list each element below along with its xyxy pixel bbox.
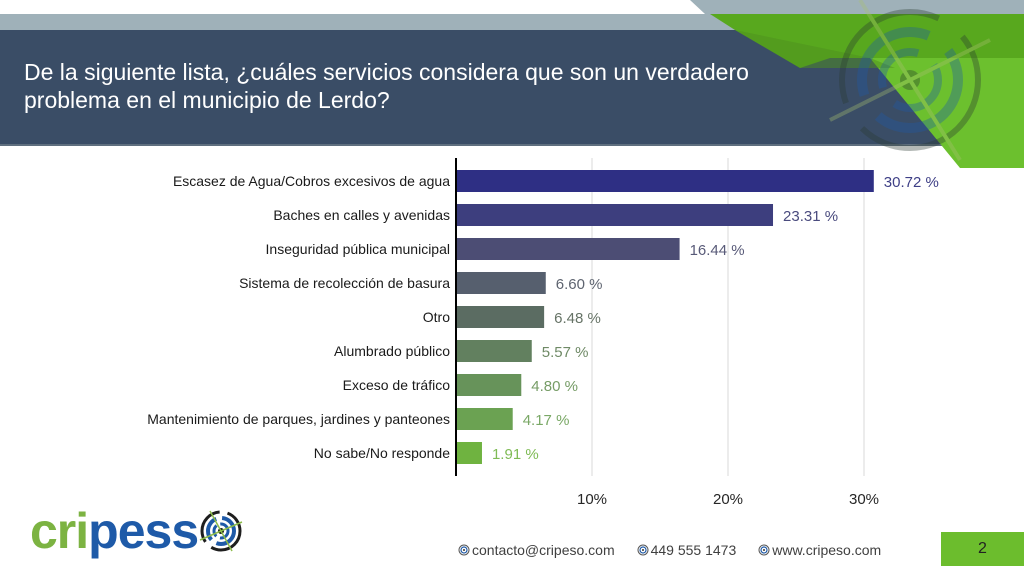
logo-text-pes: pes bbox=[88, 503, 172, 559]
category-label: Inseguridad pública municipal bbox=[266, 241, 450, 257]
website-text: www.cripeso.com bbox=[772, 542, 882, 558]
contact-email[interactable]: contacto@cripeso.com bbox=[458, 542, 615, 558]
bar-chart: 10% 20% 30% Escasez de Agua/Cobros excesivo… bbox=[147, 158, 939, 508]
category-label: Escasez de Agua/Cobros excesivos de agua bbox=[173, 173, 450, 189]
value-label: 4.80 % bbox=[531, 378, 578, 395]
bar bbox=[456, 408, 513, 430]
target-bullet-icon bbox=[758, 544, 770, 556]
logo-target-icon bbox=[199, 510, 243, 552]
logo-text-cri: cri bbox=[30, 503, 89, 559]
title-band-underline bbox=[0, 144, 1024, 146]
category-label: No sabe/No responde bbox=[314, 445, 450, 461]
value-label: 5.57 % bbox=[542, 344, 589, 361]
logo-text-s: s bbox=[171, 503, 199, 559]
value-label: 23.31 % bbox=[783, 208, 838, 225]
bar bbox=[456, 204, 774, 226]
bar bbox=[456, 238, 680, 260]
page-number: 2 bbox=[941, 532, 1024, 566]
contact-website[interactable]: www.cripeso.com bbox=[758, 542, 881, 558]
bar bbox=[456, 340, 532, 362]
value-label: 30.72 % bbox=[884, 174, 939, 191]
contact-phone[interactable]: 449 555 1473 bbox=[637, 542, 737, 558]
value-label: 1.91 % bbox=[492, 446, 539, 463]
x-tick-label: 30% bbox=[849, 491, 879, 508]
value-label: 4.17 % bbox=[523, 412, 570, 429]
value-label: 16.44 % bbox=[690, 242, 745, 259]
bar bbox=[456, 272, 546, 294]
deco-green-shadow bbox=[735, 30, 895, 68]
header-decoration bbox=[690, 0, 1024, 168]
target-bullet-icon bbox=[637, 544, 649, 556]
bar bbox=[456, 374, 522, 396]
category-label: Exceso de tráfico bbox=[343, 377, 451, 393]
footer-contacts: contacto@cripeso.com 449 555 1473 www.cr… bbox=[458, 542, 881, 558]
category-label: Baches en calles y avenidas bbox=[273, 207, 450, 223]
phone-text: 449 555 1473 bbox=[650, 542, 737, 558]
target-watermark-icon bbox=[829, 0, 991, 162]
category-label: Sistema de recolección de basura bbox=[239, 275, 450, 291]
x-tick-label: 20% bbox=[713, 491, 743, 508]
target-bullet-icon bbox=[458, 544, 470, 556]
bar bbox=[456, 306, 545, 328]
deco-green-top bbox=[710, 14, 1024, 30]
value-label: 6.60 % bbox=[556, 276, 603, 293]
deco-grey-wedge bbox=[690, 0, 1024, 14]
category-label: Alumbrado público bbox=[334, 343, 450, 359]
category-label: Otro bbox=[423, 309, 450, 325]
bar bbox=[456, 442, 482, 464]
email-text: contacto@cripeso.com bbox=[472, 542, 615, 558]
cripeso-logo: cri pes s bbox=[30, 503, 244, 559]
category-label: Mantenimiento de parques, jardines y pan… bbox=[147, 411, 450, 427]
bar bbox=[456, 170, 874, 192]
slide-title: De la siguiente lista, ¿cuáles servicios… bbox=[24, 59, 749, 113]
x-tick-label: 10% bbox=[577, 491, 607, 508]
value-label: 6.48 % bbox=[554, 310, 601, 327]
deco-green-right bbox=[870, 58, 1024, 168]
